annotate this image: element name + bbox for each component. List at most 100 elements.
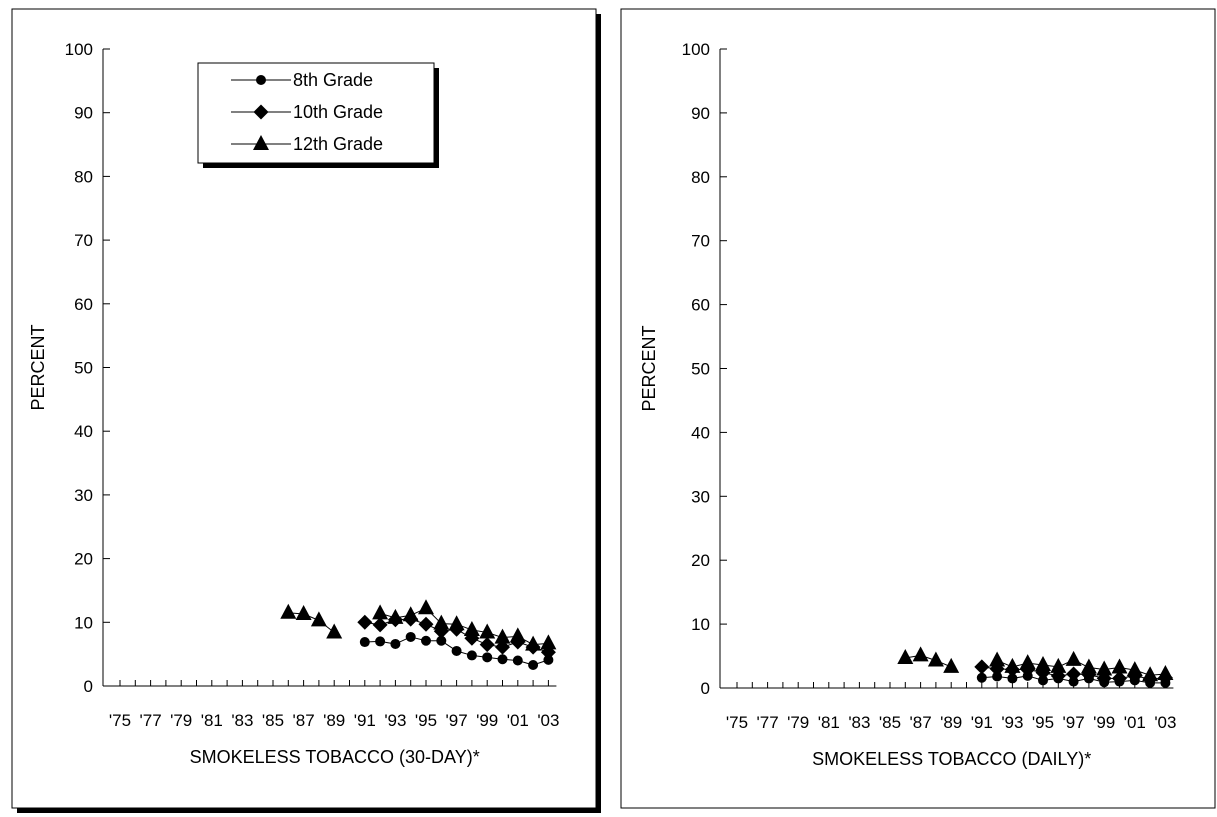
x-tick-label: '85: [262, 711, 284, 730]
data-point-12th-grade: [540, 634, 557, 650]
legend-marker-triangle: [253, 135, 269, 150]
y-tick-label: 60: [691, 296, 710, 315]
x-tick-label: '91: [354, 711, 376, 730]
smokeless-daily-chart: 0 10 20 30 40 50 60 70 80 90 100 '75 '77 '79 '81 '83 '85…: [620, 8, 1216, 809]
smokeless-30-day-chart: 0 10 20 30 40 50 60 70 80 90 100 '75 '77 '79 '81 '83 '85…: [11, 8, 601, 813]
y-tick-label: 10: [691, 615, 710, 634]
data-point-12th-grade: [927, 651, 944, 667]
data-point-12th-grade: [448, 615, 465, 631]
data-point-8th-grade: [512, 655, 523, 666]
series-12th-grade: [897, 646, 1174, 682]
y-tick-label: 70: [691, 232, 710, 251]
data-point-12th-grade: [897, 648, 914, 664]
data-point-12th-grade: [525, 635, 542, 651]
data-point-12th-grade: [1019, 654, 1036, 670]
data-point-8th-grade: [497, 654, 508, 665]
chart-panel-30-day: 0 10 20 30 40 50 60 70 80 90 100 '75 '77 '79 '81 '83 '85…: [0, 0, 604, 817]
x-tick-label: '83: [231, 711, 253, 730]
data-point-8th-grade: [543, 654, 554, 665]
data-point-12th-grade: [418, 599, 434, 615]
y-tick-label: 0: [701, 679, 710, 698]
y-tick-label: 40: [74, 422, 93, 441]
legend-label: 12th Grade: [293, 134, 383, 154]
x-tick-label: '75: [109, 711, 131, 730]
x-tick-label: '87: [910, 713, 932, 732]
series-8th-grade: [359, 631, 554, 670]
x-tick-label: '75: [726, 713, 748, 732]
chart-panel-daily: 0 10 20 30 40 50 60 70 80 90 100 '75 '77 '79 '81 '83 '85…: [618, 0, 1217, 817]
x-tick-label: '03: [537, 711, 559, 730]
x-tick-label: '93: [384, 711, 406, 730]
x-tick-label: '99: [476, 711, 498, 730]
legend: 8th Grade 10th Grade 12th Grade: [197, 62, 439, 168]
x-tick-label: '95: [415, 711, 437, 730]
data-point-8th-grade: [992, 671, 1003, 682]
data-point-12th-grade: [372, 604, 389, 620]
y-axis-title: PERCENT: [639, 325, 659, 411]
data-point-12th-grade: [1035, 655, 1051, 671]
data-point-8th-grade: [436, 635, 447, 646]
data-point-8th-grade: [976, 672, 987, 683]
y-tick-label: 100: [682, 40, 710, 59]
y-tick-label: 30: [74, 486, 93, 505]
x-tick-label: '79: [170, 711, 192, 730]
legend-marker-diamond: [253, 104, 269, 120]
data-point-8th-grade: [451, 645, 462, 656]
legend-label: 10th Grade: [293, 102, 383, 122]
data-point-12th-grade: [433, 614, 450, 630]
y-tick-label: 90: [74, 104, 93, 123]
data-point-8th-grade: [390, 638, 401, 649]
x-tick-label: '83: [848, 713, 870, 732]
legend-item-8th-grade: 8th Grade: [231, 70, 373, 90]
data-point-12th-grade: [295, 605, 312, 621]
data-point-8th-grade: [421, 635, 431, 646]
x-tick-label: '97: [1063, 713, 1085, 732]
x-tick-label: '81: [201, 711, 223, 730]
data-point-8th-grade: [528, 659, 539, 670]
data-point-12th-grade: [912, 646, 929, 662]
x-tick-label: '01: [1124, 713, 1146, 732]
data-point-8th-grade: [359, 637, 370, 648]
x-tick-label: '85: [879, 713, 901, 732]
data-point-12th-grade: [310, 611, 327, 627]
y-tick-label: 40: [691, 423, 710, 442]
data-point-12th-grade: [387, 608, 404, 624]
y-tick-label: 0: [84, 677, 93, 696]
x-tick-label: '89: [323, 711, 345, 730]
data-point-12th-grade: [463, 620, 480, 636]
y-tick-label: 60: [74, 295, 93, 314]
y-tick-label: 80: [74, 167, 93, 186]
x-tick-label: '93: [1001, 713, 1023, 732]
data-point-12th-grade: [1065, 650, 1082, 666]
x-tick-label: '77: [757, 713, 779, 732]
y-tick-label: 20: [74, 550, 93, 569]
data-point-12th-grade: [1050, 657, 1067, 673]
x-axis-title: SMOKELESS TOBACCO (DAILY)*: [812, 749, 1091, 769]
data-point-8th-grade: [405, 631, 416, 642]
data-point-12th-grade: [479, 623, 496, 639]
data-point-12th-grade: [326, 623, 343, 639]
y-tick-label: 80: [691, 168, 710, 187]
data-point-10th-grade: [1112, 670, 1127, 686]
x-tick-label: '81: [818, 713, 840, 732]
x-tick-label: '03: [1154, 713, 1176, 732]
x-tick-label: '91: [971, 713, 993, 732]
data-point-12th-grade: [1142, 666, 1159, 682]
x-axis-title: SMOKELESS TOBACCO (30-DAY)*: [190, 747, 480, 767]
x-tick-label: '79: [787, 713, 809, 732]
data-point-12th-grade: [509, 627, 526, 643]
data-point-10th-grade: [1066, 666, 1082, 682]
data-point-12th-grade: [494, 628, 511, 644]
data-point-12th-grade: [1126, 661, 1143, 677]
data-point-12th-grade: [943, 657, 960, 673]
data-point-10th-grade: [974, 659, 990, 675]
data-point-8th-grade: [1038, 675, 1048, 686]
legend-marker-circle: [256, 75, 266, 85]
data-point-10th-grade: [418, 616, 434, 632]
series-12th-grade: [280, 599, 557, 651]
x-tick-label: '99: [1093, 713, 1115, 732]
y-tick-label: 20: [691, 551, 710, 570]
data-point-8th-grade: [1007, 673, 1018, 684]
y-tick-label: 90: [691, 104, 710, 123]
y-axis-title: PERCENT: [28, 324, 48, 410]
